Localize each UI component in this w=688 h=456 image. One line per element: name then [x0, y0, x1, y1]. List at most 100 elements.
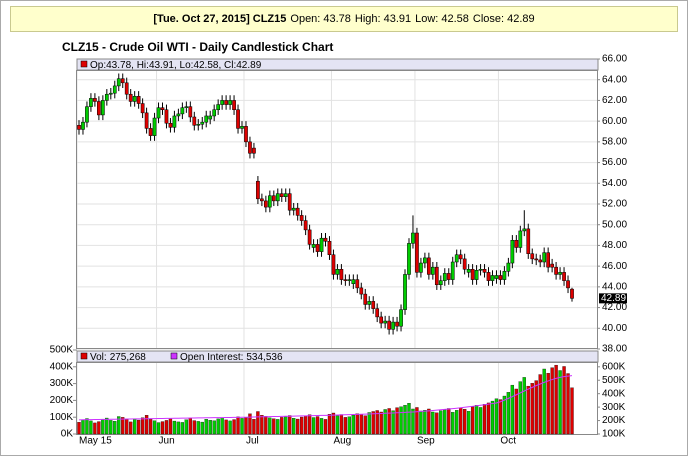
volume-bar	[244, 417, 248, 435]
candle-body	[355, 279, 360, 289]
volume-bar	[315, 416, 320, 435]
y2-tick-label: 600K	[602, 361, 626, 372]
last-price-box	[599, 293, 627, 304]
volume-bar	[188, 418, 192, 435]
candle-body	[89, 98, 93, 107]
volume-bar	[77, 422, 81, 435]
volume-bar	[307, 414, 312, 435]
candle-body	[530, 253, 535, 260]
y-tick-label: 400K	[50, 361, 74, 372]
volume-bar	[466, 411, 471, 435]
candle-body	[204, 115, 209, 123]
volume-bar	[220, 417, 224, 435]
candle-body	[510, 240, 515, 264]
candle-body	[267, 195, 272, 208]
y-tick-label: 58.00	[602, 136, 627, 147]
volume-bar	[121, 417, 125, 435]
candle-body	[307, 229, 312, 245]
y-tick-label: 60.00	[602, 116, 627, 127]
candle-body	[140, 103, 145, 114]
volume-bar	[232, 419, 236, 435]
y2-tick-label: 400K	[602, 388, 626, 399]
candle-body	[212, 109, 217, 117]
volume-bar	[522, 377, 526, 435]
volume-bar	[148, 419, 153, 435]
volume-bar	[359, 414, 363, 435]
volume-bar	[256, 411, 260, 435]
volume-bar	[224, 419, 228, 435]
y2-tick-label: 300K	[602, 402, 626, 413]
candle-body	[331, 254, 336, 275]
y2-tick-label: 500K	[602, 375, 626, 386]
legend-entry: Vol: 275,268	[90, 352, 146, 363]
volume-bar	[482, 404, 487, 435]
x-tick-label: Jul	[246, 436, 259, 447]
volume-bar	[470, 406, 475, 435]
candle-body	[104, 93, 109, 101]
volume-bar	[192, 420, 196, 435]
candle-body	[570, 288, 574, 299]
y-tick-label: 66.00	[602, 54, 627, 65]
candle-body	[375, 308, 380, 318]
candle-body	[554, 266, 558, 275]
candle-body	[411, 232, 415, 244]
candle-body	[192, 116, 197, 126]
volume-bar	[280, 417, 284, 435]
candle-body	[558, 272, 562, 275]
candle-body	[446, 273, 451, 280]
volume-bar	[236, 416, 240, 435]
volume-bar	[518, 381, 522, 435]
volume-bar	[89, 420, 93, 435]
candle-body	[77, 125, 81, 130]
volume-bar	[494, 398, 499, 435]
candle-body	[327, 241, 332, 256]
volume-bar	[228, 420, 232, 435]
legend-swatch	[80, 60, 88, 68]
volume-bar	[284, 416, 288, 435]
candle-body	[454, 254, 459, 263]
volume-bar	[276, 419, 280, 435]
candle-body	[116, 78, 121, 87]
candle-body	[101, 100, 105, 116]
candle-body	[546, 252, 550, 268]
y-tick-label: 38.00	[602, 344, 627, 355]
candle-body	[180, 107, 185, 115]
volume-bar	[216, 418, 220, 435]
volume-bar	[105, 417, 109, 435]
header-value: 42.89	[507, 13, 535, 25]
candle-body	[244, 126, 248, 143]
candle-body	[275, 193, 280, 202]
volume-bar	[411, 408, 415, 435]
candle-body	[518, 230, 523, 248]
volume-bar	[176, 421, 181, 435]
candle-body	[562, 272, 566, 281]
volume-bar	[299, 416, 304, 435]
candle-body	[144, 112, 149, 129]
candle-body	[319, 237, 324, 252]
y-tick-label: 200K	[50, 395, 74, 406]
volume-bar	[93, 422, 97, 435]
volume-bar	[550, 367, 554, 435]
volume-legend-bg	[76, 350, 599, 363]
last-price-label: 42.89	[601, 293, 626, 304]
candle-body	[566, 280, 570, 289]
candle-body	[295, 207, 300, 216]
candle-body	[160, 107, 165, 111]
volume-bar	[478, 407, 483, 435]
y-tick-label: 42.00	[602, 302, 627, 313]
candle-body	[486, 272, 491, 281]
candle-body	[236, 109, 240, 129]
volume-bar	[252, 419, 256, 435]
candle-body	[542, 252, 547, 263]
legend-swatch	[170, 352, 178, 360]
volume-bar	[391, 410, 395, 435]
header-value: 42.58	[441, 13, 469, 25]
candle-body	[108, 92, 113, 95]
volume-bar	[351, 415, 355, 435]
volume-bar	[327, 414, 332, 435]
header-label: Close:	[473, 13, 504, 25]
volume-bar	[343, 417, 348, 435]
candle-body	[220, 100, 224, 105]
volume-bar	[172, 420, 177, 435]
candle-body	[458, 254, 463, 260]
